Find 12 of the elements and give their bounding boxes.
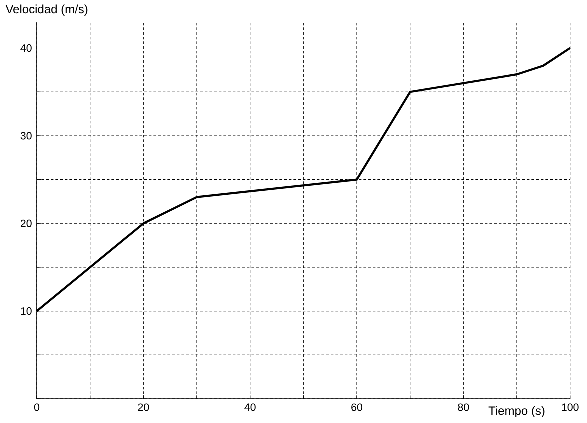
x-tick-label: 20	[138, 404, 150, 412]
y-tick-label: 40	[20, 44, 32, 52]
y-tick-label: 10	[21, 308, 32, 316]
x-tick-label: 60	[352, 404, 363, 412]
y-axis-title: Velocidad (m/s)	[6, 4, 88, 16]
x-tick-label: 100	[562, 404, 579, 412]
x-tick-label: 0	[34, 404, 40, 412]
y-tick-label: 30	[20, 132, 32, 140]
x-tick-label: 80	[458, 404, 470, 412]
x-tick-label: 40	[244, 404, 256, 412]
x-axis-title: Tiempo (s)	[488, 406, 545, 418]
y-tick-label: 20	[20, 220, 32, 228]
